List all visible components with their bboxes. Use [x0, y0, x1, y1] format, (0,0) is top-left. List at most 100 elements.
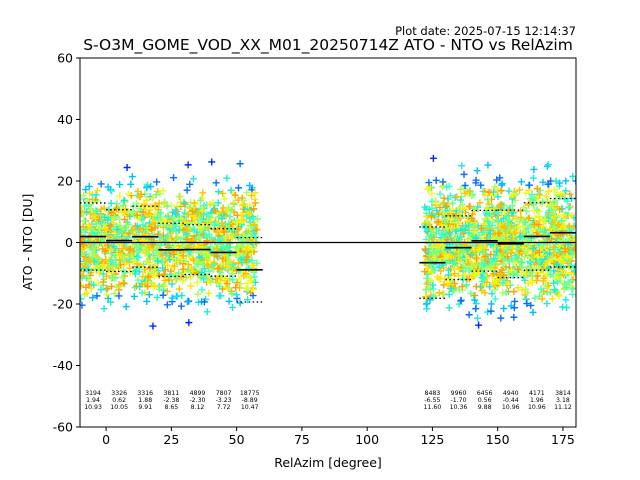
scatter-point: [520, 227, 528, 235]
scatter-point: [545, 207, 553, 215]
scatter-point: [484, 196, 492, 204]
scatter-point: [177, 214, 185, 222]
scatter-point: [193, 278, 201, 286]
scatter-point: [94, 264, 102, 272]
scatter-point: [497, 187, 505, 195]
scatter-point: [107, 256, 115, 264]
scatter-point: [539, 178, 547, 186]
scatter-point: [149, 322, 157, 330]
scatter-point: [432, 249, 440, 257]
scatter-point: [488, 290, 496, 298]
scatter-point: [559, 237, 567, 245]
scatter-point: [466, 188, 474, 196]
scatter-point: [249, 292, 257, 300]
scatter-point: [251, 278, 259, 286]
scatter-point: [443, 229, 451, 237]
scatter-point: [108, 282, 116, 290]
scatter-point: [94, 279, 102, 287]
scatter-point: [134, 187, 142, 195]
scatter-point: [215, 292, 223, 300]
bin-std-label: 9.91: [138, 404, 152, 411]
x-tick-label: 150: [486, 432, 510, 447]
scatter-point: [108, 274, 116, 282]
scatter-point: [170, 174, 178, 182]
scatter-point: [88, 229, 96, 237]
scatter-point: [159, 187, 167, 195]
scatter-point: [467, 290, 475, 298]
scatter-point: [248, 191, 256, 199]
scatter-point: [107, 199, 115, 207]
scatter-point: [499, 260, 507, 268]
scatter-point: [443, 183, 451, 191]
scatter-point: [189, 267, 197, 275]
scatter-point: [240, 196, 248, 204]
scatter-point: [111, 213, 119, 221]
scatter-point: [511, 259, 519, 267]
scatter-point: [564, 278, 572, 286]
scatter-point: [218, 208, 226, 216]
scatter-point: [251, 233, 259, 241]
scatter-point: [180, 199, 188, 207]
scatter-point: [189, 175, 197, 183]
scatter-point: [540, 223, 548, 231]
scatter-point: [523, 300, 531, 308]
scatter-point: [431, 266, 439, 274]
scatter-point: [463, 281, 471, 289]
scatter-point: [150, 283, 158, 291]
scatter-point: [215, 188, 223, 196]
scatter-point: [213, 252, 221, 260]
scatter-point: [558, 259, 566, 267]
scatter-point: [466, 221, 474, 229]
scatter-point: [115, 240, 123, 248]
scatter-point: [186, 180, 194, 188]
scatter-point: [509, 244, 517, 252]
scatter-point: [461, 189, 469, 197]
scatter-point: [113, 226, 121, 234]
scatter-point: [567, 262, 575, 270]
scatter-point: [131, 284, 139, 292]
scatter-point: [242, 272, 250, 280]
scatter-point: [244, 296, 252, 304]
scatter-point: [476, 199, 484, 207]
scatter-point: [100, 261, 108, 269]
scatter-point: [112, 204, 120, 212]
scatter-point: [565, 235, 573, 243]
scatter-point: [106, 222, 114, 230]
scatter-point: [440, 209, 448, 217]
scatter-point: [133, 265, 141, 273]
scatter-point: [91, 240, 99, 248]
scatter-point: [168, 280, 176, 288]
scatter-point: [565, 222, 573, 230]
scatter-point: [138, 228, 146, 236]
scatter-point: [461, 226, 469, 234]
scatter-point: [474, 314, 482, 322]
scatter-point: [165, 252, 173, 260]
scatter-point: [549, 243, 557, 251]
scatter-point: [237, 255, 245, 263]
scatter-point: [524, 263, 532, 271]
x-axis-ticks: 0 25 50 75 100 125 150 175: [102, 427, 575, 447]
scatter-point: [525, 181, 533, 189]
scatter-point: [442, 218, 450, 226]
x-axis-label: RelAzim [degree]: [274, 455, 382, 470]
scatter-point: [172, 276, 180, 284]
scatter-point: [457, 196, 465, 204]
scatter-point: [105, 263, 113, 271]
scatter-point: [517, 178, 525, 186]
scatter-point: [223, 265, 231, 273]
scatter-point: [216, 282, 224, 290]
scatter-point: [432, 176, 440, 184]
scatter-point: [108, 235, 116, 243]
y-tick-label: -40: [53, 358, 73, 373]
scatter-point: [192, 259, 200, 267]
scatter-point: [87, 210, 95, 218]
scatter-point: [497, 314, 505, 322]
scatter-point: [525, 214, 533, 222]
scatter-point: [97, 180, 105, 188]
scatter-point: [249, 215, 257, 223]
scatter-point: [449, 199, 457, 207]
y-tick-label: 0: [65, 235, 73, 250]
scatter-point: [457, 213, 465, 221]
scatter-point: [156, 234, 164, 242]
scatter-point: [95, 224, 103, 232]
